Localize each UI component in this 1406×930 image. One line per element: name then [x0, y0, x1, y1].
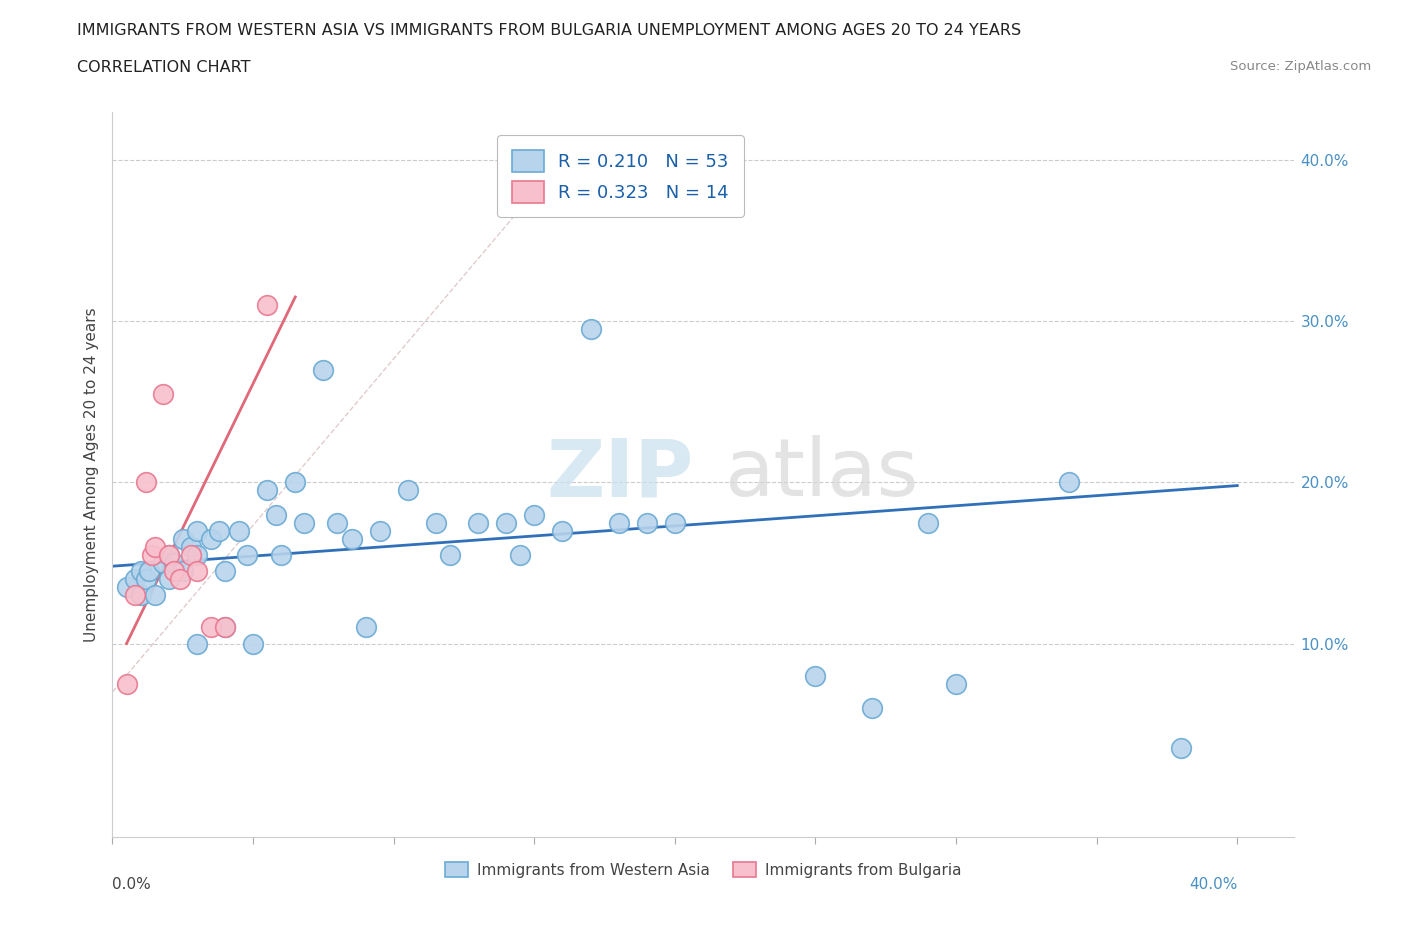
- Point: [141, 548, 163, 563]
- Point: [312, 362, 335, 377]
- Point: [200, 531, 222, 546]
- Text: IMMIGRANTS FROM WESTERN ASIA VS IMMIGRANTS FROM BULGARIA UNEMPLOYMENT AMONG AGES: IMMIGRANTS FROM WESTERN ASIA VS IMMIGRAN…: [77, 23, 1021, 38]
- Text: 40.0%: 40.0%: [1189, 877, 1237, 892]
- Point: [804, 669, 827, 684]
- Legend: Immigrants from Western Asia, Immigrants from Bulgaria: Immigrants from Western Asia, Immigrants…: [439, 856, 967, 884]
- Point: [214, 620, 236, 635]
- Point: [115, 579, 138, 594]
- Point: [124, 588, 146, 603]
- Point: [143, 539, 166, 554]
- Point: [163, 555, 186, 570]
- Point: [264, 507, 287, 522]
- Point: [180, 548, 202, 563]
- Point: [124, 572, 146, 587]
- Point: [242, 636, 264, 651]
- Point: [115, 676, 138, 691]
- Point: [129, 588, 152, 603]
- Text: ZIP: ZIP: [547, 435, 695, 513]
- Point: [495, 515, 517, 530]
- Point: [172, 531, 194, 546]
- Point: [256, 483, 278, 498]
- Point: [720, 193, 742, 207]
- Point: [157, 548, 180, 563]
- Point: [200, 620, 222, 635]
- Point: [157, 548, 180, 563]
- Point: [163, 564, 186, 578]
- Point: [152, 386, 174, 401]
- Point: [523, 507, 546, 522]
- Point: [180, 539, 202, 554]
- Text: CORRELATION CHART: CORRELATION CHART: [77, 60, 250, 75]
- Point: [1057, 475, 1080, 490]
- Point: [169, 572, 191, 587]
- Point: [186, 548, 208, 563]
- Point: [439, 548, 461, 563]
- Point: [256, 298, 278, 312]
- Point: [135, 475, 157, 490]
- Y-axis label: Unemployment Among Ages 20 to 24 years: Unemployment Among Ages 20 to 24 years: [83, 307, 98, 642]
- Point: [292, 515, 315, 530]
- Point: [157, 572, 180, 587]
- Point: [354, 620, 377, 635]
- Point: [138, 564, 160, 578]
- Point: [186, 524, 208, 538]
- Point: [172, 564, 194, 578]
- Point: [945, 676, 967, 691]
- Text: atlas: atlas: [724, 435, 918, 513]
- Point: [509, 548, 531, 563]
- Point: [607, 515, 630, 530]
- Point: [208, 524, 231, 538]
- Point: [551, 524, 574, 538]
- Point: [152, 555, 174, 570]
- Text: 0.0%: 0.0%: [112, 877, 152, 892]
- Point: [396, 483, 419, 498]
- Point: [236, 548, 259, 563]
- Point: [284, 475, 307, 490]
- Point: [467, 515, 489, 530]
- Point: [186, 564, 208, 578]
- Point: [917, 515, 939, 530]
- Point: [186, 636, 208, 651]
- Point: [664, 515, 686, 530]
- Point: [425, 515, 447, 530]
- Point: [326, 515, 349, 530]
- Point: [368, 524, 391, 538]
- Point: [340, 531, 363, 546]
- Point: [860, 700, 883, 715]
- Point: [214, 564, 236, 578]
- Point: [214, 620, 236, 635]
- Text: Source: ZipAtlas.com: Source: ZipAtlas.com: [1230, 60, 1371, 73]
- Point: [636, 515, 658, 530]
- Point: [1170, 741, 1192, 756]
- Point: [270, 548, 292, 563]
- Point: [143, 588, 166, 603]
- Point: [135, 572, 157, 587]
- Point: [228, 524, 250, 538]
- Point: [579, 322, 602, 337]
- Point: [129, 564, 152, 578]
